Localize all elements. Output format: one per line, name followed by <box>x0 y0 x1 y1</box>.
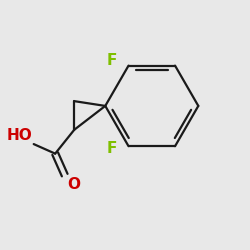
Text: F: F <box>106 53 117 68</box>
Text: O: O <box>67 178 80 192</box>
Text: F: F <box>106 141 117 156</box>
Text: HO: HO <box>7 128 32 143</box>
